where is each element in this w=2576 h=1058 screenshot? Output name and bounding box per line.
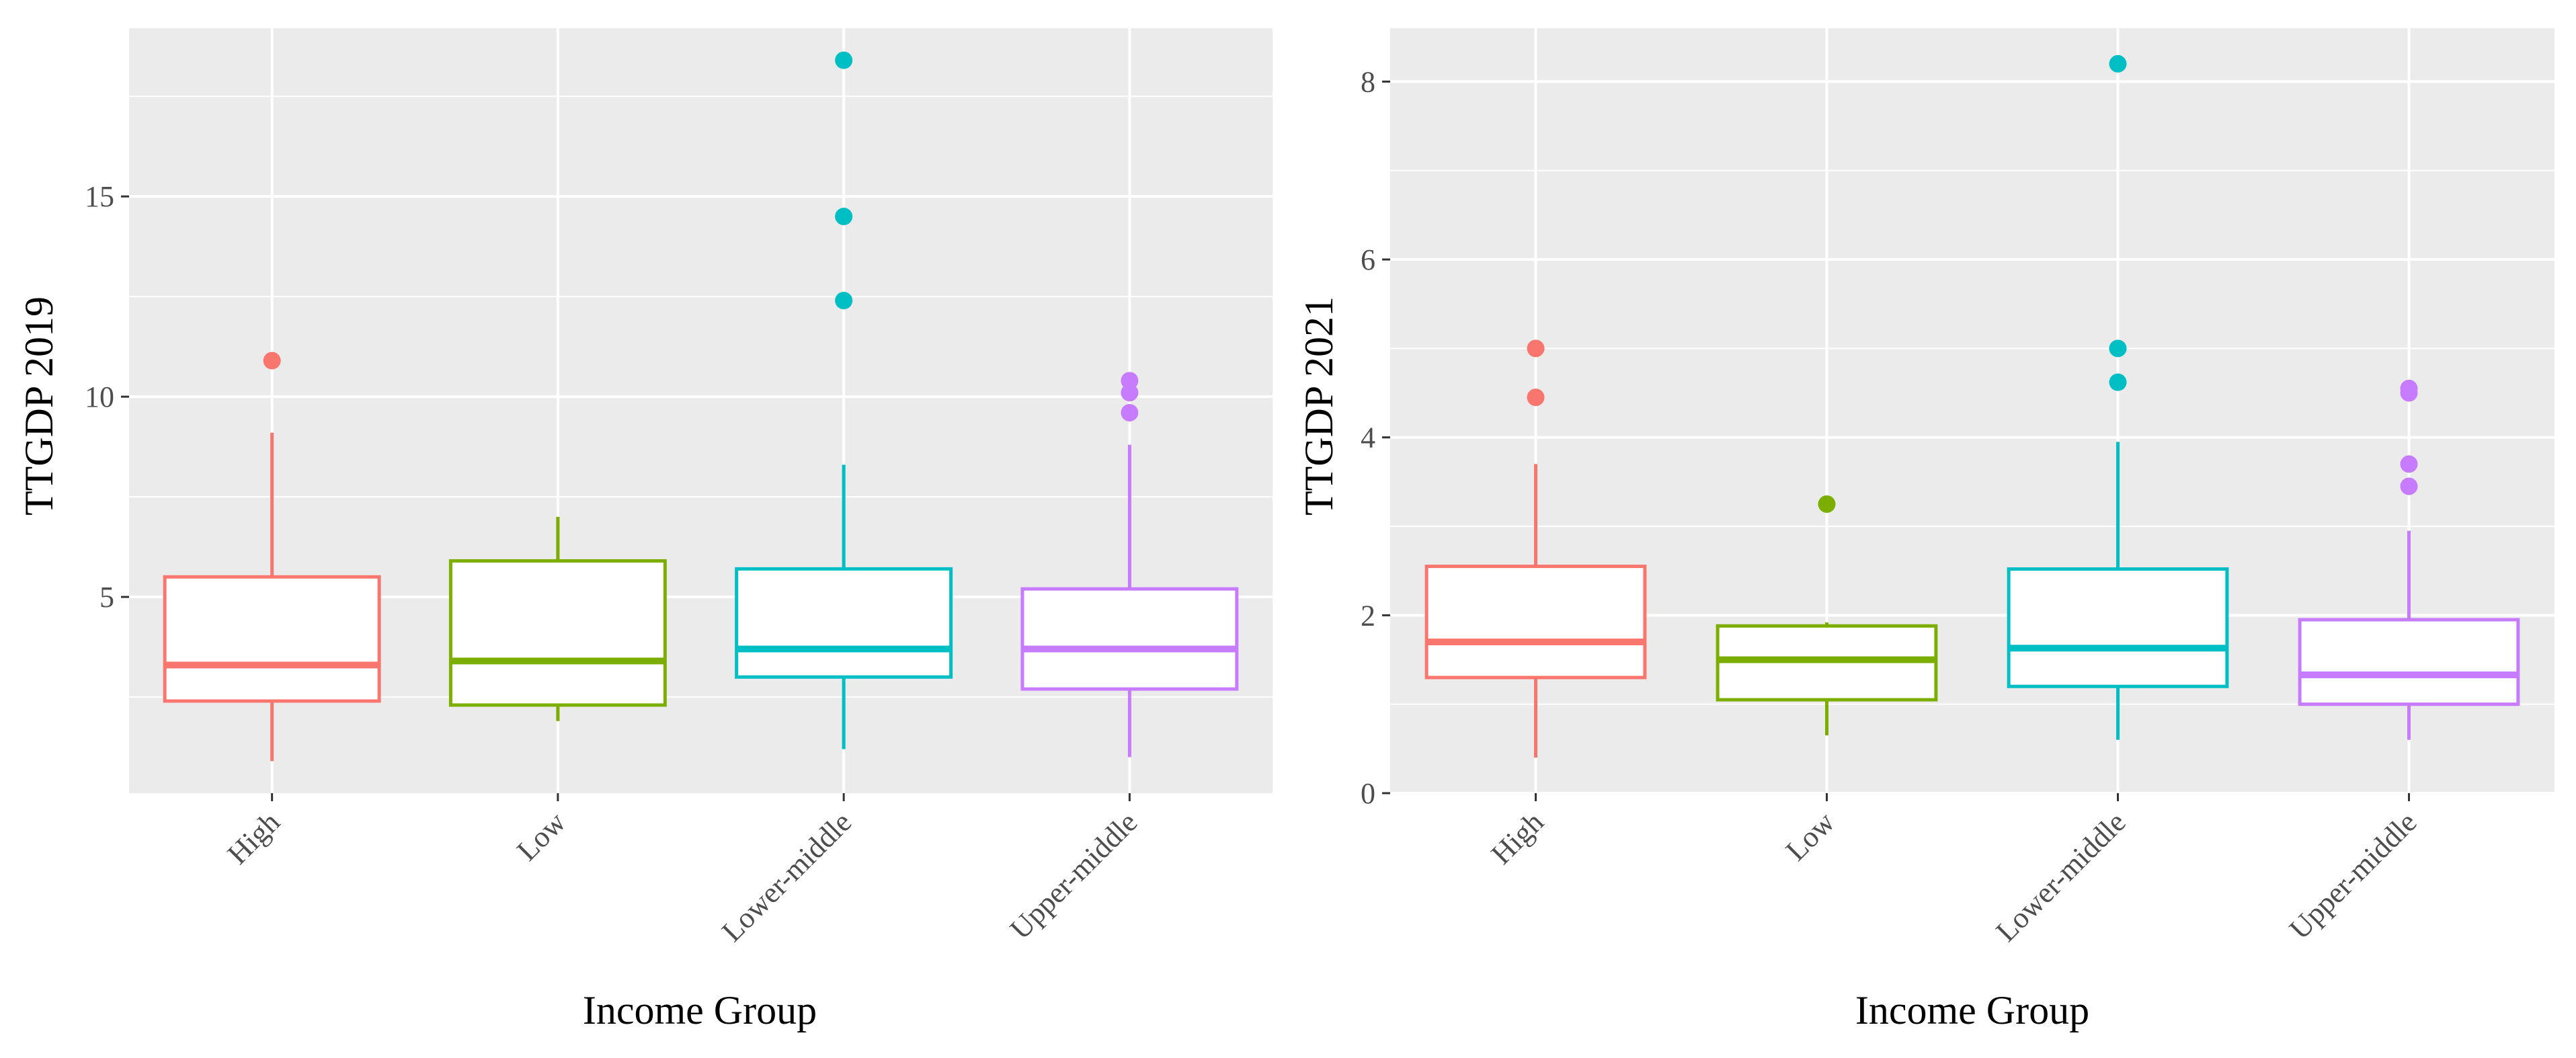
y-tick-label: 5	[99, 581, 114, 614]
y-tick-label: 6	[1361, 243, 1375, 276]
outlier-point	[2109, 373, 2127, 391]
outlier-point	[835, 208, 853, 226]
box-iqr	[735, 567, 953, 679]
box-high	[163, 352, 381, 762]
box-iqr	[2007, 567, 2229, 688]
box-lower-middle	[2007, 54, 2229, 740]
outlier-point	[1121, 372, 1139, 390]
y-axis: 0 2 4 6 8	[1361, 65, 1390, 810]
box-upper-middle	[2298, 379, 2520, 740]
y-tick-label: 15	[85, 180, 114, 213]
outlier-point	[1527, 389, 1545, 407]
box-low	[1716, 495, 1938, 735]
y-tick-label: 4	[1361, 421, 1375, 454]
outlier-point	[1121, 403, 1139, 421]
outlier-point	[835, 51, 853, 69]
outlier-point	[2400, 477, 2418, 495]
outlier-point	[2109, 339, 2127, 358]
box-iqr	[448, 559, 667, 707]
x-axis-title: Income Group	[1855, 988, 2089, 1032]
outlier-point	[835, 292, 853, 310]
outlier-point	[2400, 379, 2418, 397]
box-high	[1424, 339, 1647, 758]
y-tick-label: 8	[1361, 65, 1375, 98]
y-axis-title: TTGDP 2021	[1297, 296, 1341, 516]
x-axis-title: Income Group	[583, 988, 817, 1032]
box-lower-middle	[735, 51, 953, 749]
outlier-point	[1121, 384, 1139, 402]
box-iqr	[2298, 618, 2520, 706]
y-tick-label: 2	[1361, 599, 1375, 632]
y-tick-label: 10	[85, 380, 114, 413]
box-iqr	[1020, 587, 1239, 691]
y-axis: 5 10 15	[85, 180, 129, 614]
y-tick-label: 0	[1361, 777, 1375, 810]
outlier-point	[263, 352, 281, 370]
outlier-point	[2400, 455, 2418, 473]
outlier-point	[2109, 54, 2127, 73]
box-low	[448, 516, 667, 721]
box-iqr	[1424, 565, 1647, 680]
box-upper-middle	[1020, 372, 1239, 758]
outlier-point	[1527, 339, 1545, 358]
outlier-point	[1818, 495, 1836, 513]
box-iqr	[163, 575, 381, 703]
y-axis-title: TTGDP 2019	[17, 296, 61, 516]
